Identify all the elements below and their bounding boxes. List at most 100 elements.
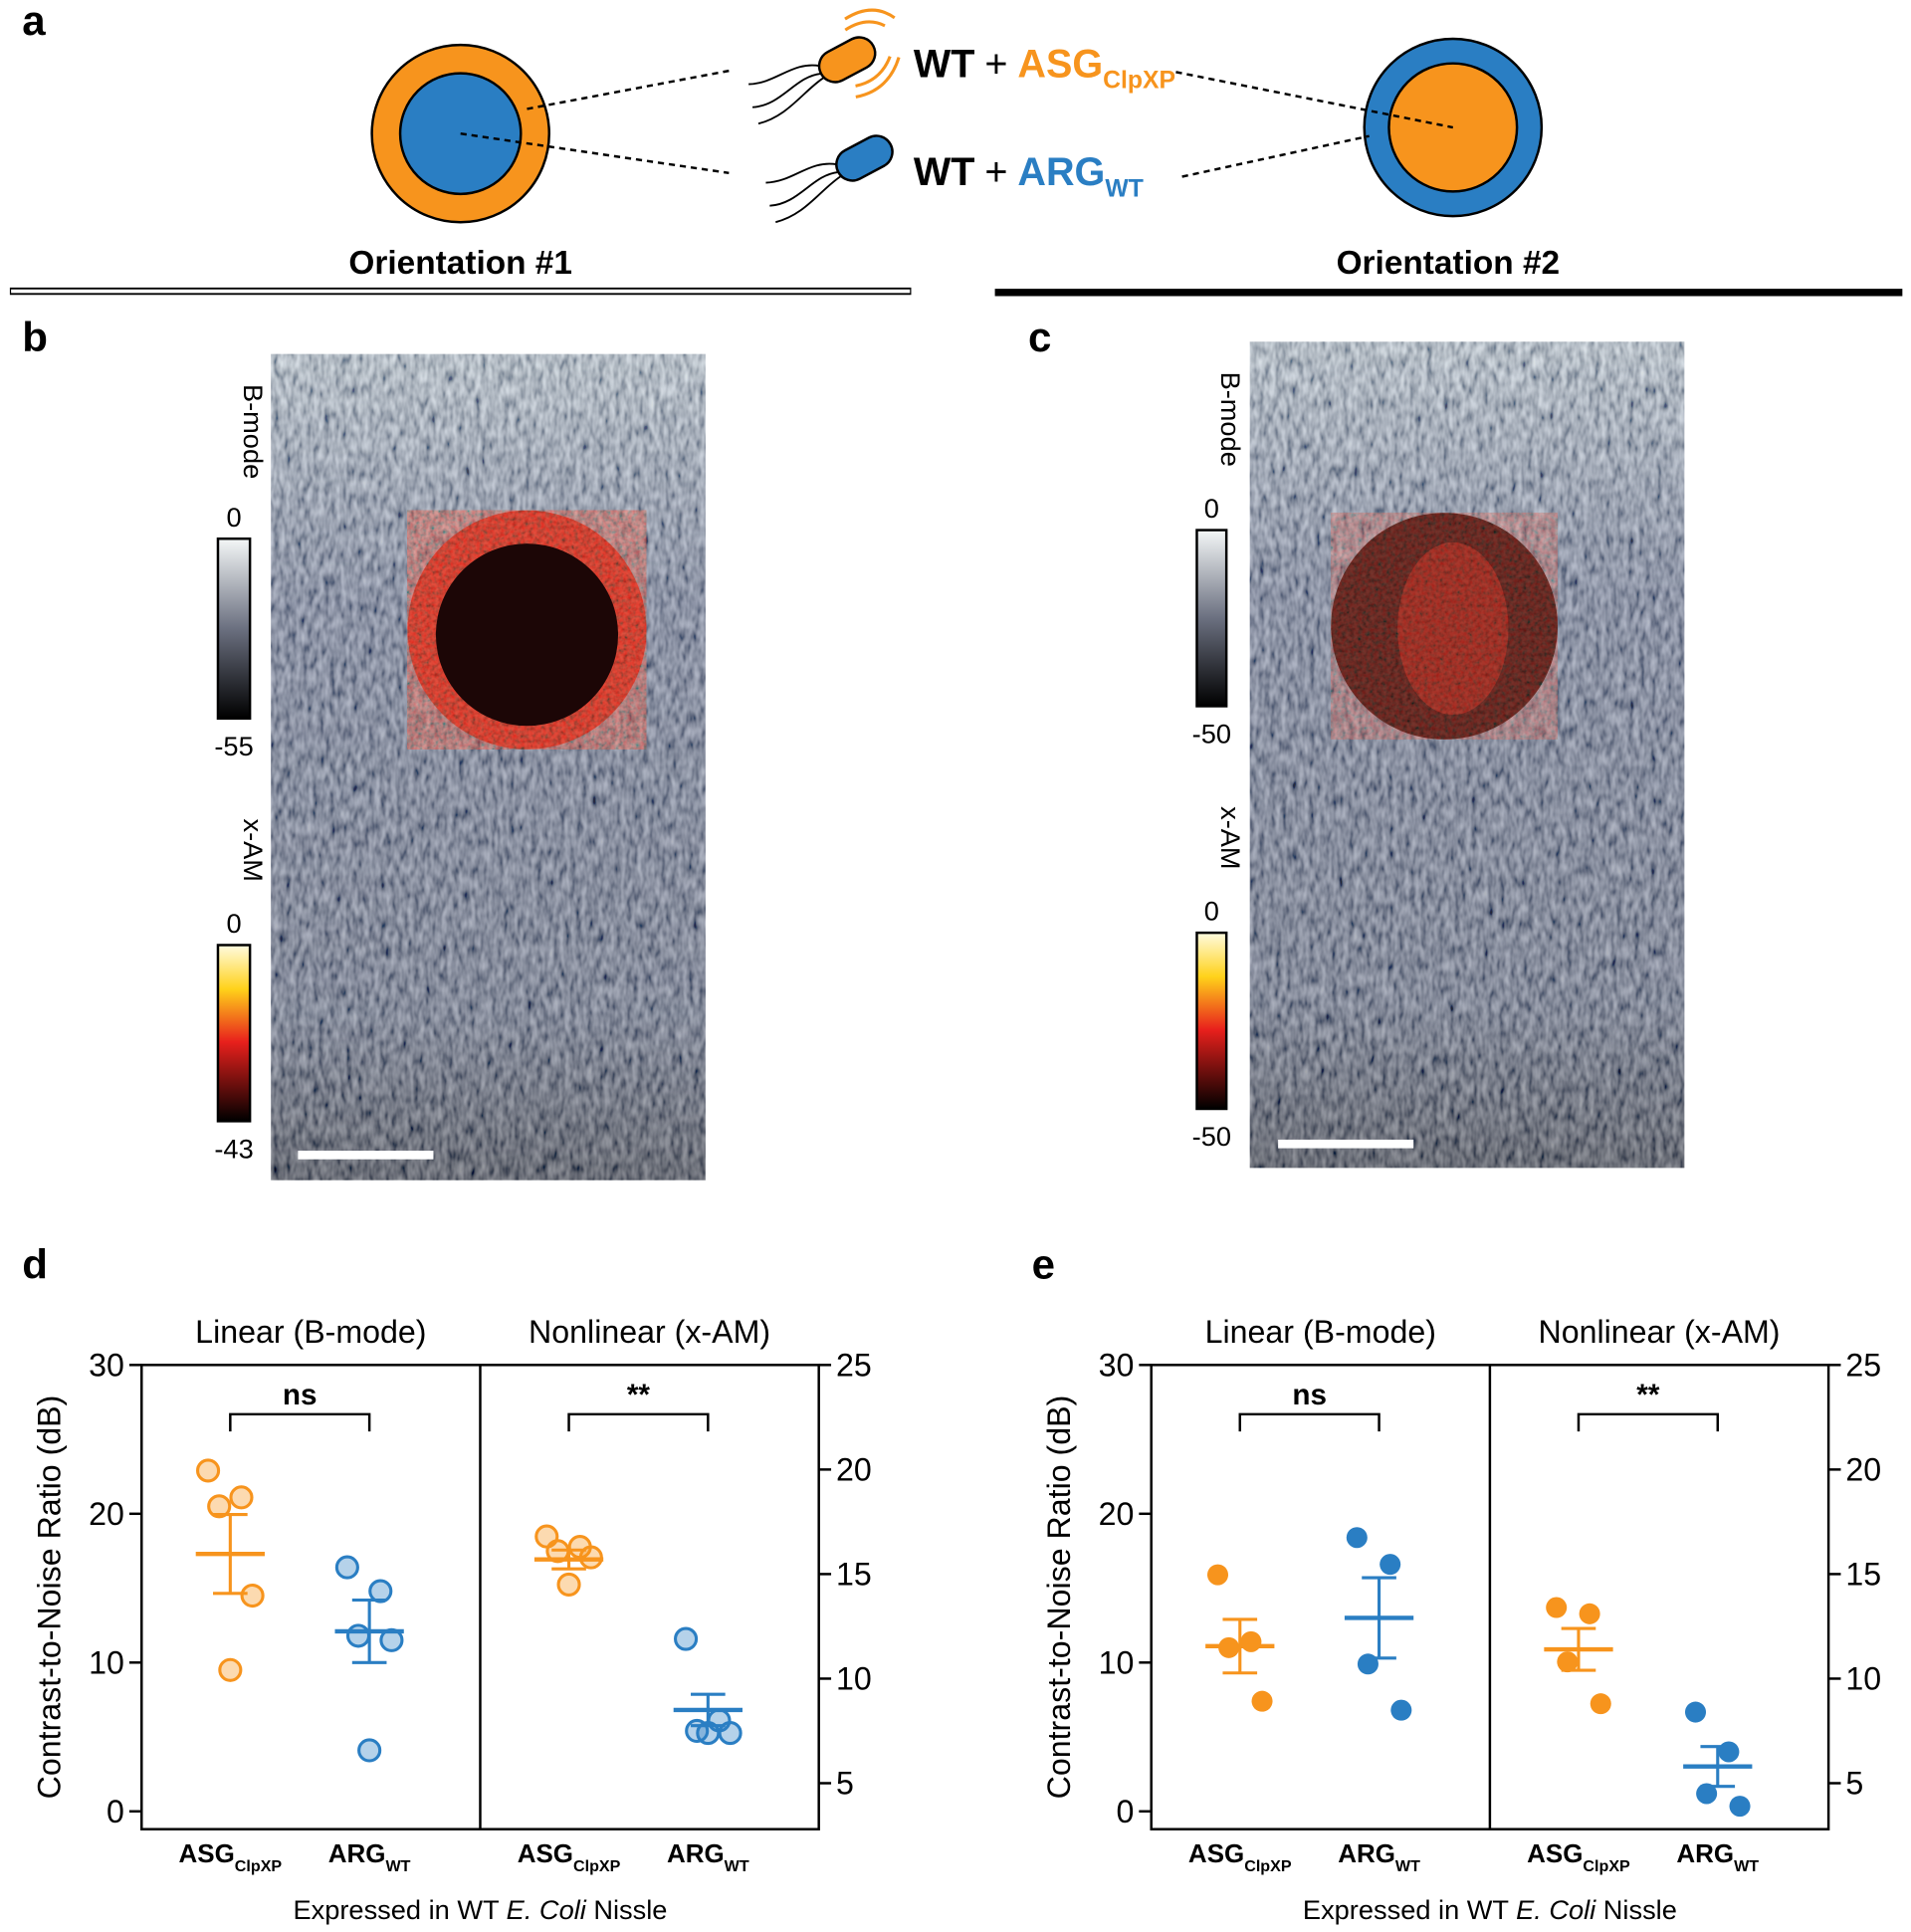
colorbar-max: 0: [226, 908, 241, 939]
text-part: Nissle: [1595, 1894, 1677, 1925]
scale-bar: [1278, 1139, 1414, 1149]
text-part: E. Coli: [1516, 1894, 1596, 1925]
data-point: [357, 1738, 382, 1763]
category-label: ARGWT: [667, 1838, 749, 1875]
error-bar: [691, 1692, 726, 1728]
text-part: WT: [725, 1857, 749, 1875]
x-axis-label: Expressed in WT E. Coli Nissle: [1303, 1894, 1677, 1925]
data-point: [1684, 1701, 1707, 1723]
category-label: ARGWT: [1676, 1838, 1759, 1875]
text-part: Expressed in WT: [294, 1894, 507, 1925]
data-point: [368, 1579, 393, 1604]
orientation-label: Orientation #2: [1337, 245, 1561, 282]
significance-label: ns: [1292, 1379, 1327, 1411]
data-point: [1579, 1603, 1600, 1624]
data-point: [674, 1626, 699, 1651]
data-point: [1696, 1783, 1718, 1805]
significance-bracket: [229, 1412, 371, 1432]
data-point: [334, 1555, 359, 1580]
colorbar-label: x-AM: [238, 818, 269, 881]
colorbar: [1195, 529, 1228, 708]
colorbar-label: B-mode: [1215, 372, 1246, 467]
data-point: [1546, 1597, 1568, 1618]
scale-bar: [298, 1151, 434, 1160]
text-part: ARG: [667, 1838, 725, 1868]
text-part: WT: [1734, 1857, 1759, 1875]
text-part: +: [984, 150, 1007, 194]
text-part: ARG: [1676, 1838, 1734, 1868]
data-point: [1206, 1564, 1229, 1586]
data-point: [207, 1494, 232, 1519]
text-part: ASG: [1188, 1838, 1244, 1868]
error-bar: [213, 1513, 248, 1596]
colorbar-max: 0: [1204, 493, 1219, 524]
error-bar: [1362, 1576, 1396, 1660]
error-bar: [351, 1598, 387, 1664]
category-label: ARGWT: [1338, 1838, 1420, 1875]
y-axis-label: Contrast-to-Noise Ratio (dB): [1041, 1395, 1077, 1800]
category-label: ARGWT: [328, 1838, 411, 1875]
colorbar-max: 0: [226, 502, 241, 533]
colorbar-min: -55: [214, 731, 253, 761]
data-point: [218, 1657, 243, 1682]
panel-letter: b: [22, 314, 48, 360]
text-part: ClpXP: [1244, 1857, 1292, 1875]
data-point: [1590, 1693, 1611, 1715]
y-tick-label: 20: [89, 1496, 124, 1532]
significance-label: ns: [283, 1379, 318, 1411]
significance-label: **: [1636, 1379, 1660, 1411]
significance-label: **: [627, 1379, 651, 1411]
y2-tick-label: 5: [836, 1766, 854, 1802]
text-part: WT: [1105, 175, 1143, 202]
panel-letter: c: [1028, 314, 1051, 360]
text-part: WT: [385, 1857, 410, 1875]
error-bar: [1700, 1745, 1736, 1789]
data-point: [1240, 1630, 1262, 1652]
data-point: [1251, 1690, 1273, 1712]
x-axis-label: Expressed in WT E. Coli Nissle: [294, 1894, 668, 1925]
text-part: ASG: [179, 1838, 235, 1868]
subplot-title: Nonlinear (x-AM): [1539, 1314, 1781, 1350]
panel-letter: d: [22, 1241, 48, 1288]
y2-tick-label: 5: [1845, 1766, 1863, 1802]
text-part: ClpXP: [235, 1857, 283, 1875]
text-part: ARG: [1017, 150, 1105, 194]
data-point: [196, 1458, 221, 1483]
category-label: ASGClpXP: [179, 1838, 283, 1875]
data-point: [556, 1572, 581, 1597]
colorbar: [216, 537, 252, 721]
mixture-label: WT + ARGWT: [914, 150, 1144, 202]
subplot-title: Nonlinear (x-AM): [529, 1314, 770, 1350]
y-tick-label: 30: [1099, 1347, 1135, 1383]
text-part: Nissle: [586, 1894, 668, 1925]
text-part: +: [984, 42, 1007, 86]
category-label: ASGClpXP: [1527, 1838, 1630, 1875]
text-part: ClpXP: [573, 1857, 621, 1875]
data-point: [345, 1623, 371, 1648]
significance-bracket: [1577, 1412, 1720, 1432]
orientation-label: Orientation #1: [348, 245, 572, 282]
ultrasound-image: [271, 353, 706, 1181]
y-tick-label: 10: [89, 1644, 124, 1680]
text-part: WT: [1395, 1857, 1420, 1875]
significance-bracket: [567, 1412, 710, 1432]
text-part: WT: [914, 42, 975, 86]
y2-tick-label: 20: [836, 1452, 872, 1488]
y-tick-label: 30: [89, 1347, 124, 1383]
y-tick-label: 10: [1099, 1644, 1135, 1680]
panel-letter: a: [22, 0, 46, 44]
subplot-title: Linear (B-mode): [1205, 1314, 1436, 1350]
error-bar: [1222, 1617, 1258, 1675]
text-part: E. Coli: [507, 1894, 587, 1925]
text-part: ClpXP: [1583, 1857, 1630, 1875]
data-point: [1718, 1741, 1740, 1763]
text-part: ClpXP: [1103, 67, 1175, 94]
colorbar-label: B-mode: [238, 384, 269, 479]
y2-tick-label: 25: [836, 1347, 872, 1383]
colorbar: [1195, 931, 1228, 1111]
text-part: WT: [914, 150, 975, 194]
colorbar-label: x-AM: [1215, 806, 1246, 869]
error-bar: [1561, 1626, 1596, 1672]
y2-tick-label: 15: [836, 1557, 872, 1593]
data-point: [229, 1485, 254, 1510]
